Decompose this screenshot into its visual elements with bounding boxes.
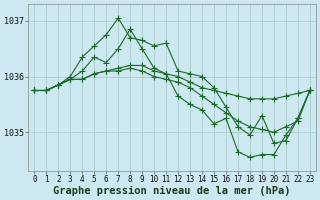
X-axis label: Graphe pression niveau de la mer (hPa): Graphe pression niveau de la mer (hPa) — [53, 186, 291, 196]
